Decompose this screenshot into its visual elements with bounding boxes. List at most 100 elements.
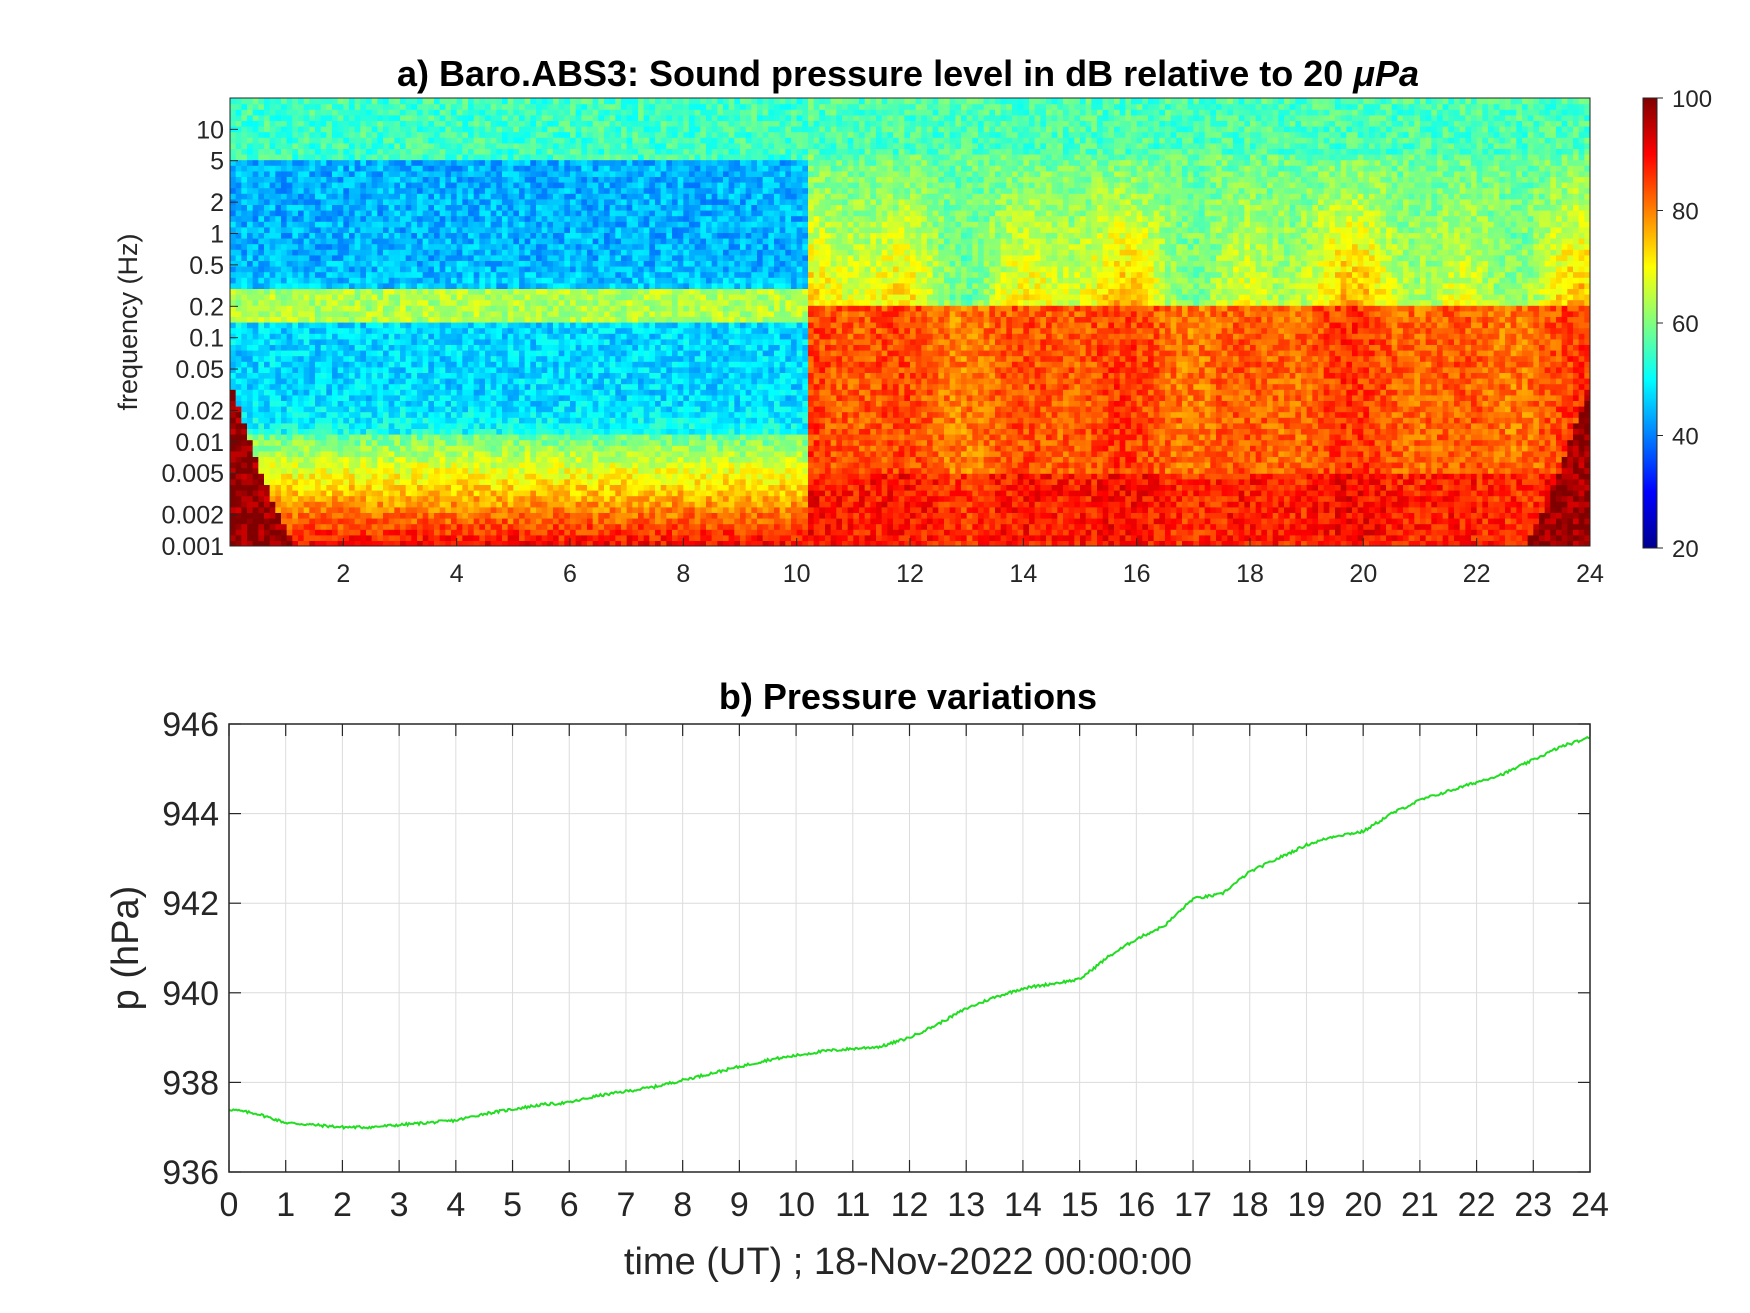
heatmap-cell [247,238,253,244]
heatmap-cell [445,126,451,132]
heatmap-cell [400,451,406,457]
heatmap-cell [553,468,559,474]
heatmap-cell [355,496,361,502]
heatmap-cell [253,104,259,110]
heatmap-cell [236,328,242,334]
heatmap-cell [474,395,480,401]
heatmap-cell [491,249,497,255]
heatmap-cell [428,283,434,289]
heatmap-cell [530,434,536,440]
heatmap-cell [236,406,242,412]
heatmap-cell [349,395,355,401]
heatmap-cell [536,109,542,115]
heatmap-cell [462,305,468,311]
heatmap-cell [513,507,519,513]
heatmap-cell [513,109,519,115]
heatmap-cell [570,311,576,317]
heatmap-cell [451,496,457,502]
heatmap-cell [332,104,338,110]
heatmap-cell [332,193,338,199]
heatmap-cell [423,440,429,446]
heatmap-cell [479,260,485,266]
heatmap-cell [281,412,287,418]
heatmap-cell [508,160,514,166]
heatmap-cell [474,473,480,479]
heatmap-cell [525,288,531,294]
heatmap-cell [264,518,270,524]
heatmap-cell [570,204,576,210]
heatmap-cell [502,210,508,216]
heatmap-cell [411,137,417,143]
heatmap-cell [287,294,293,300]
heatmap-cell [525,339,531,345]
heatmap-cell [383,316,389,322]
heatmap-cell [462,316,468,322]
heatmap-cell [445,311,451,317]
heatmap-cell [298,120,304,126]
heatmap-cell [440,137,446,143]
heatmap-cell [281,171,287,177]
heatmap-cell [275,529,281,535]
heatmap-cell [321,288,327,294]
heatmap-cell [519,350,525,356]
heatmap-cell [474,182,480,188]
heatmap-cell [553,518,559,524]
heatmap-cell [485,524,491,530]
heatmap-cell [428,305,434,311]
heatmap-cell [451,171,457,177]
heatmap-cell [440,490,446,496]
heatmap-cell [423,221,429,227]
heatmap-cell [468,132,474,138]
heatmap-cell [559,143,565,149]
heatmap-cell [287,507,293,513]
heatmap-cell [377,115,383,121]
heatmap-cell [315,154,321,160]
heatmap-cell [230,434,236,440]
heatmap-cell [377,148,383,154]
heatmap-cell [513,204,519,210]
heatmap-cell [253,154,259,160]
heatmap-cell [564,176,570,182]
heatmap-cell [349,266,355,272]
heatmap-cell [451,148,457,154]
heatmap-cell [315,445,321,451]
heatmap-cell [394,445,400,451]
heatmap-cell [542,221,548,227]
heatmap-cell [241,328,247,334]
heatmap-cell [581,428,587,434]
heatmap-cell [547,434,553,440]
heatmap-cell [530,479,536,485]
heatmap-cell [468,210,474,216]
heatmap-cell [440,501,446,507]
heatmap-cell [236,311,242,317]
heatmap-cell [576,171,582,177]
heatmap-cell [377,165,383,171]
heatmap-cell [581,456,587,462]
heatmap-cell [411,148,417,154]
heatmap-cell [411,445,417,451]
heatmap-cell [355,132,361,138]
heatmap-cell [247,98,253,104]
heatmap-cell [258,316,264,322]
heatmap-cell [332,412,338,418]
heatmap-cell [468,434,474,440]
heatmap-cell [519,490,525,496]
heatmap-cell [457,518,463,524]
heatmap-cell [304,277,310,283]
heatmap-cell [468,473,474,479]
heatmap-cell [383,204,389,210]
heatmap-cell [496,227,502,233]
heatmap-cell [445,283,451,289]
heatmap-cell [275,154,281,160]
heatmap-cell [326,210,332,216]
heatmap-cell [355,210,361,216]
heatmap-cell [423,412,429,418]
heatmap-cell [525,294,531,300]
heatmap-cell [309,322,315,328]
heatmap-cell [400,98,406,104]
heatmap-cell [326,440,332,446]
heatmap-cell [309,120,315,126]
heatmap-cell [270,272,276,278]
heatmap-cell [462,171,468,177]
heatmap-cell [411,339,417,345]
